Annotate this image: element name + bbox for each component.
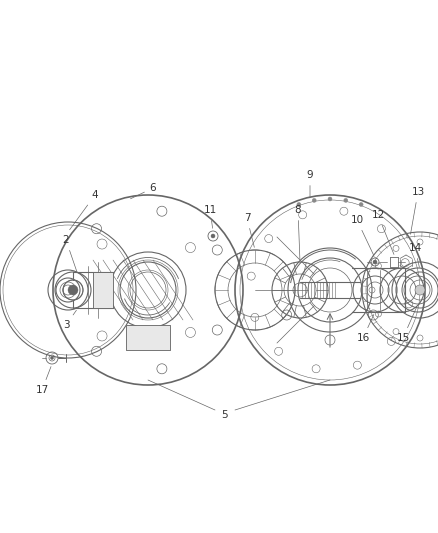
Circle shape <box>359 203 363 206</box>
Polygon shape <box>126 325 170 350</box>
Circle shape <box>50 357 53 359</box>
Text: 7: 7 <box>244 213 254 247</box>
Text: 2: 2 <box>63 235 77 272</box>
Text: 16: 16 <box>357 314 374 343</box>
Circle shape <box>328 197 332 201</box>
Text: 12: 12 <box>371 210 394 254</box>
Circle shape <box>415 285 425 295</box>
Text: 6: 6 <box>131 183 156 199</box>
Text: 10: 10 <box>350 215 374 255</box>
Polygon shape <box>93 272 113 308</box>
Text: 15: 15 <box>396 306 417 343</box>
Text: 5: 5 <box>222 410 228 420</box>
Text: 11: 11 <box>203 205 217 228</box>
Circle shape <box>297 203 301 206</box>
Text: 3: 3 <box>63 310 76 330</box>
Circle shape <box>373 260 377 264</box>
Text: 8: 8 <box>295 205 301 259</box>
Text: 9: 9 <box>307 170 313 197</box>
Text: 4: 4 <box>70 190 98 230</box>
Text: 14: 14 <box>408 243 422 267</box>
Text: 17: 17 <box>35 367 51 395</box>
Circle shape <box>68 285 78 295</box>
Circle shape <box>211 234 215 238</box>
Circle shape <box>312 198 316 203</box>
Text: 13: 13 <box>410 187 424 235</box>
Circle shape <box>344 198 348 203</box>
